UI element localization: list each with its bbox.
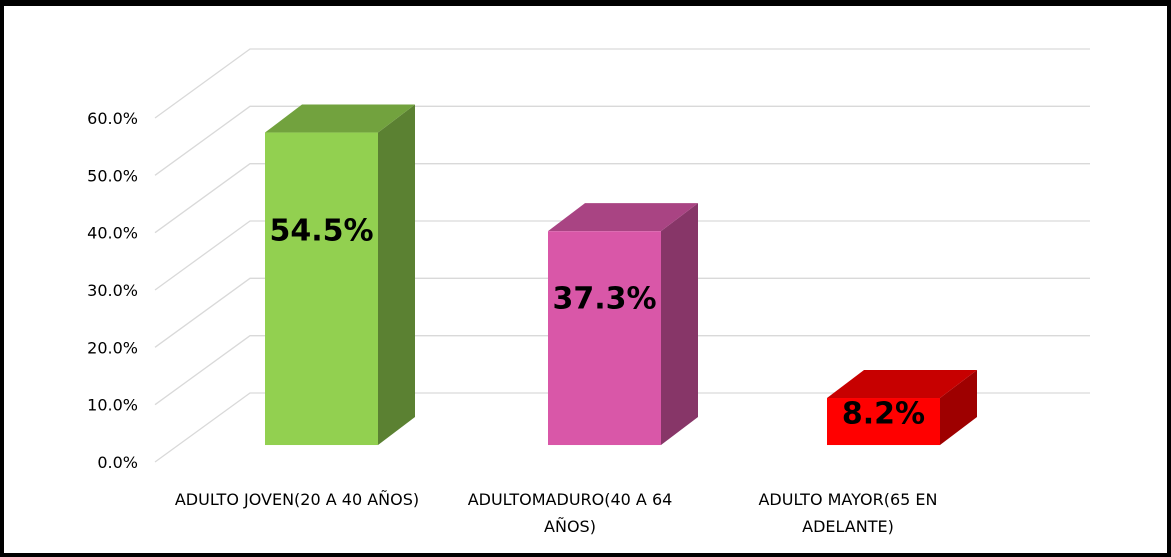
grid-line — [154, 277, 1090, 348]
x-tick-label: ADULTO JOVEN(20 A 40 AÑOS) — [174, 490, 420, 509]
grid-line — [154, 392, 1090, 463]
y-tick-label: 40.0% — [87, 224, 138, 243]
data-label: 8.2% — [842, 397, 925, 432]
bar — [548, 231, 661, 446]
data-label: 37.3% — [552, 281, 656, 316]
bar-side — [378, 104, 415, 446]
grid-line — [154, 163, 1090, 234]
y-tick-label: 20.0% — [87, 338, 138, 357]
y-tick-label: 10.0% — [87, 396, 138, 415]
grid-line — [154, 105, 1090, 176]
bar-top — [827, 370, 977, 399]
bar-side — [940, 370, 977, 446]
grid-line — [154, 335, 1090, 406]
bar — [827, 398, 940, 446]
y-tick-label: 50.0% — [87, 166, 138, 185]
y-tick-label: 30.0% — [87, 281, 138, 300]
data-label: 54.5% — [269, 213, 373, 248]
y-tick-label: 0.0% — [97, 453, 138, 472]
bar-top — [265, 104, 415, 133]
bar-top — [548, 203, 698, 232]
chart: 0.0% 10.0% 20.0% 30.0% 40.0% 50.0% 60.0% 54.5% 3… — [87, 48, 1090, 472]
x-tick-label: ADULTOMADURO(40 A 64 AÑOS) — [467, 490, 673, 536]
grid-line — [154, 220, 1090, 291]
x-tick-label: ADULTO MAYOR(65 EN ADELANTE) — [758, 490, 938, 536]
y-tick-label: 60.0% — [87, 109, 138, 128]
bar — [265, 132, 378, 446]
grid-line — [154, 48, 1090, 119]
bar-side — [661, 203, 698, 446]
